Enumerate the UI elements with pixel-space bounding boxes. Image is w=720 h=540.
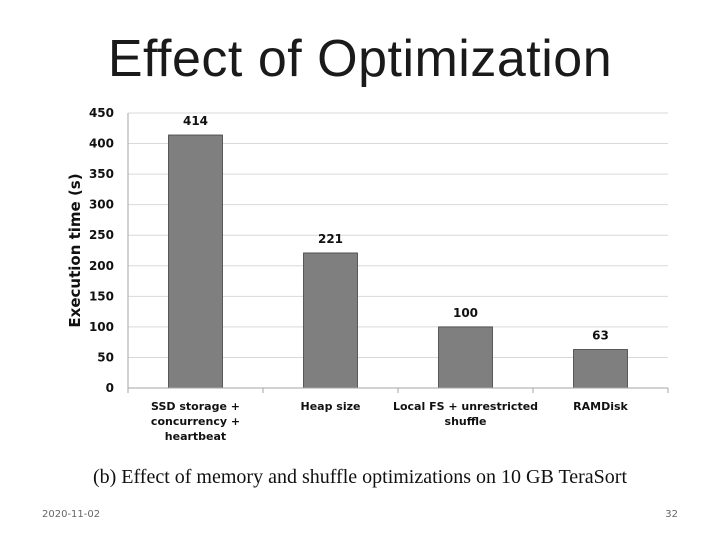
labels: 0 50 100 150 200 250 300 350 400 450 414 SSD storag… [66, 106, 629, 443]
y-axis-title: Execution time (s) [66, 173, 84, 327]
bar [168, 134, 223, 389]
y-tick-label: 150 [89, 289, 114, 303]
bars [168, 134, 628, 389]
bar [438, 326, 493, 389]
slide-date: 2020-11-02 [42, 509, 101, 520]
data-label: 63 [592, 329, 609, 343]
data-label: 414 [183, 114, 208, 128]
y-tick-label: 450 [89, 106, 114, 120]
y-tick-label: 300 [89, 198, 114, 212]
figure-caption: (b) Effect of memory and shuffle optimiz… [92, 466, 628, 488]
slide-title: Effect of Optimization [107, 30, 613, 88]
data-label: 100 [453, 306, 478, 320]
category-label: RAMDisk [573, 400, 628, 413]
data-label: 221 [318, 232, 343, 246]
y-tick-label: 400 [89, 137, 114, 151]
slide-page-number: 32 [665, 509, 678, 520]
y-tick-label: 250 [89, 228, 114, 242]
bar [303, 252, 358, 389]
y-tick-label: 0 [106, 381, 114, 395]
bar-chart: 0 50 100 150 200 250 300 350 400 450 414 SSD storag… [64, 102, 676, 460]
category-label: SSD storage + concurrency + heartbeat [151, 400, 240, 443]
bar [573, 349, 628, 389]
category-label: Heap size [301, 400, 361, 413]
y-tick-label: 100 [89, 320, 114, 334]
axes [127, 113, 669, 393]
chart-background [64, 102, 676, 460]
y-tick-label: 200 [89, 259, 114, 273]
y-tick-label: 350 [89, 167, 114, 181]
y-tick-label: 50 [97, 350, 114, 364]
category-label: Local FS + unrestricted shuffle [393, 400, 538, 428]
